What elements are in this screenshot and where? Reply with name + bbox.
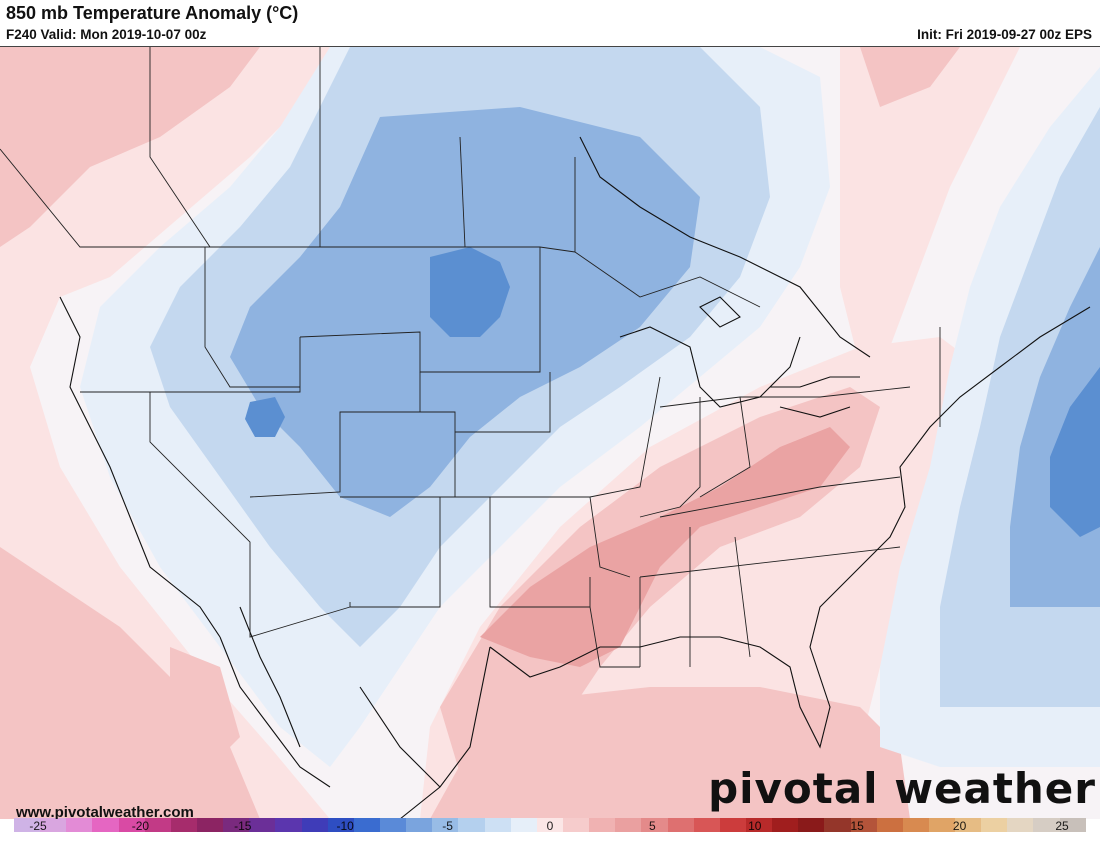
colorbar-swatch (510, 818, 537, 832)
init-time: Init: Fri 2019-09-27 00z EPS (917, 27, 1092, 42)
colorbar-swatch (850, 818, 877, 832)
cold-anomaly-field (80, 47, 1100, 767)
pivotal-weather-logo: pivotal weather (708, 764, 1096, 813)
colorbar-strip (14, 818, 1086, 832)
colorbar-swatch (615, 818, 642, 832)
colorbar-swatch (301, 818, 328, 832)
colorbar-tick-label: -10 (336, 819, 354, 833)
colorbar-swatch (327, 818, 354, 832)
colorbar-swatch (379, 818, 407, 832)
colorbar-swatch (589, 818, 616, 832)
colorbar-labels: -25 -20 -15 -10 -5 0 5 10 15 20 25 (14, 819, 1086, 835)
colorbar-swatch (693, 818, 720, 832)
colorbar-swatch (1007, 818, 1034, 832)
colorbar-swatch (223, 818, 250, 832)
colorbar-swatch (92, 818, 119, 832)
colorbar-swatch (902, 818, 929, 832)
colorbar-tick-label: -25 (29, 819, 47, 833)
colorbar-swatch (536, 818, 563, 832)
coastlines (59, 136, 1091, 819)
colorbar-swatch (562, 818, 590, 832)
colorbar-tick-label: -5 (442, 819, 453, 833)
colorbar-swatch (955, 818, 982, 832)
colorbar-tick-label: 10 (748, 819, 762, 833)
colorbar-tick-label: 15 (850, 819, 864, 833)
map-title: 850 mb Temperature Anomaly (°C) (6, 3, 299, 23)
colorbar-swatch (772, 818, 799, 832)
colorbar-tick-label: 0 (546, 819, 554, 833)
colorbar-swatch (641, 818, 668, 832)
colorbar-swatch (196, 818, 224, 832)
colorbar-swatch (798, 818, 825, 832)
colorbar: -25 -20 -15 -10 -5 0 5 10 15 20 25 (14, 818, 1086, 848)
colorbar-swatch (353, 818, 380, 832)
colorbar-tick-label: 5 (649, 819, 656, 833)
colorbar-swatch (928, 818, 956, 832)
colorbar-swatch (144, 818, 171, 832)
colorbar-swatch (432, 818, 459, 832)
header: 850 mb Temperature Anomaly (°C) F240 Val… (0, 0, 1100, 46)
colorbar-swatch (745, 818, 773, 832)
colorbar-swatch (170, 818, 197, 832)
colorbar-swatch (1059, 818, 1086, 832)
colorbar-tick-label: -20 (131, 819, 150, 833)
colorbar-swatch (1033, 818, 1060, 832)
valid-time: F240 Valid: Mon 2019-10-07 00z (6, 27, 207, 42)
site-url[interactable]: www.pivotalweather.com (16, 804, 194, 819)
colorbar-swatch (876, 818, 903, 832)
colorbar-swatch (14, 818, 41, 832)
colorbar-swatch (484, 818, 511, 832)
colorbar-swatch (66, 818, 93, 832)
colorbar-tick-label: 25 (1055, 819, 1069, 833)
colorbar-swatch (719, 818, 746, 832)
colorbar-swatch (249, 818, 276, 832)
colorbar-swatch (824, 818, 851, 832)
colorbar-tick-label: -15 (234, 819, 252, 833)
anomaly-map (0, 47, 1100, 819)
colorbar-swatch (40, 818, 67, 832)
colorbar-swatch (458, 818, 485, 832)
colorbar-swatch (406, 818, 433, 832)
colorbar-swatch (118, 818, 145, 832)
colorbar-swatch (275, 818, 302, 832)
map-panel: www.pivotalweather.com pivotal weather (0, 46, 1100, 819)
political-boundaries (0, 47, 941, 668)
colorbar-swatch (667, 818, 694, 832)
colorbar-swatch (981, 818, 1008, 832)
colorbar-tick-label: 20 (952, 819, 967, 833)
